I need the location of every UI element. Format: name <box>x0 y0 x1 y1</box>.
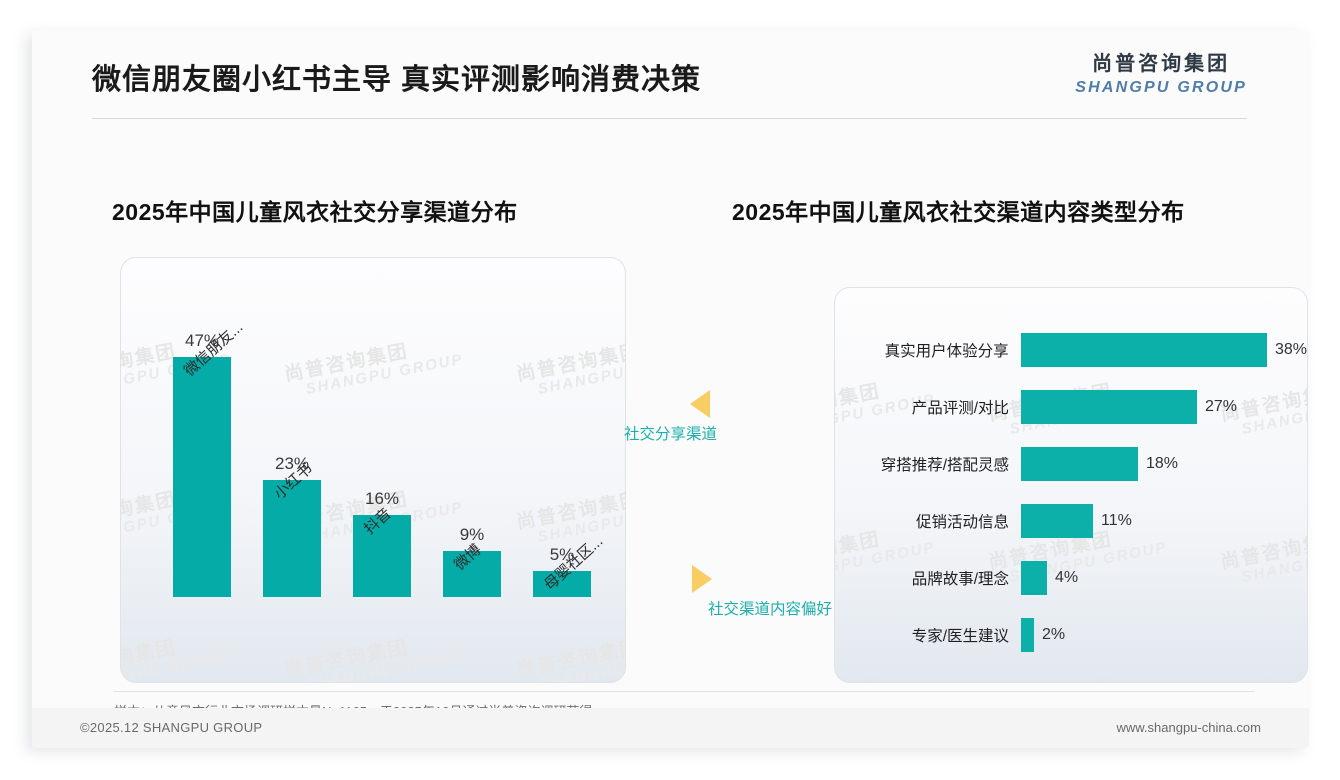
footer-website[interactable]: www.shangpu-china.com <box>1116 720 1261 735</box>
bar[interactable] <box>1021 561 1047 595</box>
left-chart-title: 2025年中国儿童风衣社交分享渠道分布 <box>112 199 518 225</box>
brand-name-cn: 尚普咨询集团 <box>1092 53 1231 75</box>
bar[interactable] <box>1021 390 1197 424</box>
bar-row: 穿搭推荐/搭配灵感 18% <box>835 447 1307 481</box>
bar-value-label: 5% <box>549 545 575 564</box>
bar-category-label: 促销活动信息 <box>915 514 1009 531</box>
bar-value-label: 4% <box>1055 569 1079 586</box>
brand-name-en: SHANGPU GROUP <box>1075 79 1247 96</box>
bar-value-label: 47% <box>184 331 220 350</box>
bar-value-label: 23% <box>274 454 310 473</box>
callout-social-share-channel: 社交分享渠道 <box>624 390 717 444</box>
bar-category-label: 专家/医生建议 <box>911 628 1009 645</box>
right-chart-title: 2025年中国儿童风衣社交渠道内容类型分布 <box>732 199 1185 225</box>
bar-value-label: 2% <box>1042 626 1066 643</box>
triangle-right-icon <box>692 565 712 593</box>
bar-group: 23% 小红书 <box>263 454 321 597</box>
bar-group: 5% 母婴社区... <box>533 533 606 597</box>
bar[interactable] <box>1021 504 1093 538</box>
bar-group: 47% 微信朋友... <box>173 319 246 597</box>
bar-row: 专家/医生建议 2% <box>835 618 1307 652</box>
callout-label: 社交分享渠道 <box>624 426 718 443</box>
bar-category-label: 产品评测/对比 <box>911 400 1009 417</box>
callout-label: 社交渠道内容偏好 <box>708 601 833 618</box>
header-divider <box>92 118 1247 119</box>
vertical-bar-chart: 47% 微信朋友... 23% 小红书 16% 抖音 9% 微博 5% 母婴社区... <box>121 258 625 682</box>
bar-value-label: 16% <box>364 489 400 508</box>
bar-category-label: 真实用户体验分享 <box>884 343 1009 360</box>
bar-row: 产品评测/对比 27% <box>835 390 1307 424</box>
bar-row: 真实用户体验分享 38% <box>835 333 1307 367</box>
bar[interactable] <box>1020 333 1267 367</box>
slide-card: 微信朋友圈小红书主导 真实评测影响消费决策 尚普咨询集团 SHANGPU GRO… <box>32 30 1309 748</box>
bar[interactable] <box>1021 447 1138 481</box>
page-title: 微信朋友圈小红书主导 真实评测影响消费决策 <box>92 64 702 96</box>
bar-value-label: 18% <box>1146 455 1179 472</box>
bar[interactable] <box>353 515 411 597</box>
footer-copyright: ©2025.12 SHANGPU GROUP <box>80 720 263 735</box>
bar[interactable] <box>263 480 321 597</box>
bar[interactable] <box>1021 618 1034 652</box>
bar[interactable] <box>533 571 591 597</box>
bar-category-label: 品牌故事/理念 <box>911 571 1009 588</box>
horizontal-bar-chart: 真实用户体验分享 38% 产品评测/对比 27% 穿搭推荐/搭配灵感 18% 促销活动信息 1… <box>835 288 1307 682</box>
bar-row: 促销活动信息 11% <box>835 504 1307 538</box>
bar-group: 16% 抖音 <box>353 489 411 597</box>
bar[interactable] <box>443 551 501 597</box>
bar-value-label: 9% <box>459 525 485 544</box>
bar-category-label: 穿搭推荐/搭配灵感 <box>880 457 1009 474</box>
bar[interactable] <box>173 357 231 597</box>
bar-row: 品牌故事/理念 4% <box>835 561 1307 595</box>
bar-value-label: 11% <box>1101 512 1132 529</box>
triangle-left-icon <box>690 390 710 418</box>
bar-value-label: 27% <box>1205 398 1238 415</box>
bar-group: 9% 微博 <box>443 525 501 597</box>
bar-value-label: 38% <box>1274 341 1307 358</box>
callout-content-preference: 社交渠道内容偏好 <box>692 565 832 619</box>
footer-bar: ©2025.12 SHANGPU GROUP www.shangpu-china… <box>32 708 1309 748</box>
slide-header: 微信朋友圈小红书主导 真实评测影响消费决策 尚普咨询集团 SHANGPU GRO… <box>32 30 1309 119</box>
brand-logo: 尚普咨询集团 SHANGPU GROUP <box>1075 54 1247 96</box>
